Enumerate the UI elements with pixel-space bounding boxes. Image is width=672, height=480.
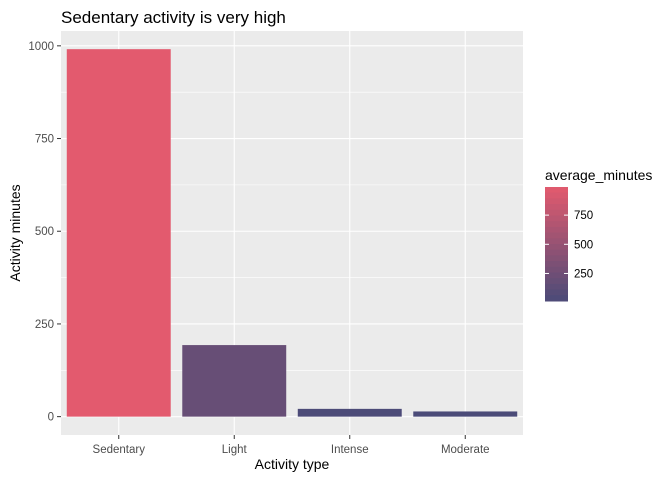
x-tick-label: Intense [331,444,369,456]
bar-light [182,345,287,417]
y-axis-title: Activity minutes [7,184,23,281]
legend-ticks: 250 500 750 [545,210,593,280]
y-tick-label: 0 [48,412,54,424]
legend-color-step [545,249,568,256]
legend-color-step [545,221,568,228]
legend-tick-label: 500 [574,239,593,251]
y-tick-label: 1000 [28,41,54,53]
legend-tick-label: 250 [574,268,593,280]
legend-color-step [545,289,568,296]
x-tick-label: Sedentary [93,444,146,456]
legend-color-step [545,192,568,199]
x-axis: Sedentary Light Intense Moderate [93,435,490,456]
x-tick-label: Light [222,444,248,456]
y-tick-label: 750 [35,134,54,146]
legend-color-step [545,198,568,205]
legend-tick-label: 750 [574,210,593,222]
legend-color-step [545,204,568,211]
y-axis: 0 250 500 750 1000 [28,41,61,424]
legend-color-step [545,238,568,245]
legend-color-step [545,272,568,279]
chart-title: Sedentary activity is very high [61,8,286,27]
legend: average_minutes 250 500 750 [545,167,652,302]
bar-sedentary [66,49,171,417]
bar-intense [297,408,402,417]
bars [66,49,518,417]
legend-color-step [545,215,568,222]
legend-title: average_minutes [545,167,652,183]
legend-color-step [545,209,568,216]
legend-color-step [545,295,568,302]
bar-moderate [413,411,518,417]
legend-color-step [545,266,568,273]
legend-color-step [545,278,568,285]
y-tick-label: 250 [35,319,54,331]
x-tick-label: Moderate [441,444,490,456]
legend-color-step [545,226,568,234]
legend-color-step [545,261,568,268]
legend-color-step [545,283,568,291]
y-tick-label: 500 [35,226,54,238]
legend-color-step [545,232,568,239]
legend-color-step [545,187,568,194]
legend-color-step [545,255,568,262]
x-axis-title: Activity type [255,456,330,472]
legend-colorbar [545,187,568,302]
legend-color-step [545,244,568,251]
